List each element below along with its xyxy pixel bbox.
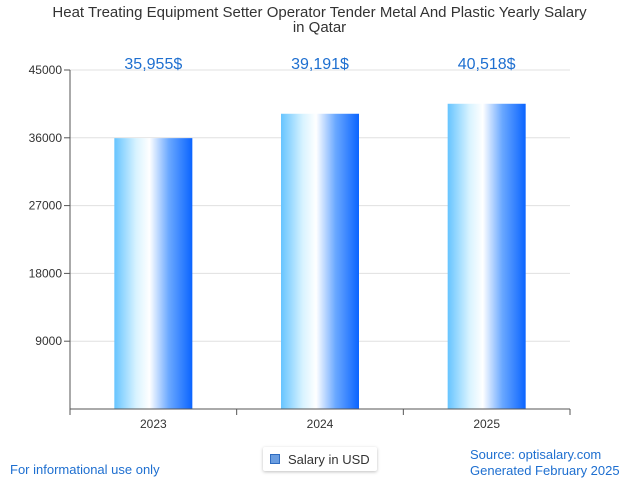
y-axis-ticks: 9000 18000 27000 36000 45000 bbox=[29, 63, 70, 348]
disclaimer-text: For informational use only bbox=[10, 462, 160, 477]
legend-swatch bbox=[270, 454, 280, 464]
bar-2025[interactable] bbox=[447, 103, 526, 409]
bars bbox=[114, 103, 526, 409]
y-tick-label: 18000 bbox=[29, 266, 63, 280]
x-axis-ticks: 2023 2024 2025 bbox=[69, 409, 571, 431]
data-label-2025: 40,518$ bbox=[458, 56, 516, 73]
source-text: Source: optisalary.com bbox=[470, 447, 602, 462]
y-tick-label: 27000 bbox=[29, 199, 63, 213]
bar-2023[interactable] bbox=[114, 138, 193, 409]
x-tick-label-2025: 2025 bbox=[473, 417, 500, 431]
data-label-2024: 39,191$ bbox=[291, 56, 349, 73]
chart-title-line-2: in Qatar bbox=[293, 19, 346, 36]
x-tick-label-2024: 2024 bbox=[307, 417, 334, 431]
data-labels: 35,955$ 39,191$ 40,518$ bbox=[124, 56, 515, 73]
data-label-2023: 35,955$ bbox=[124, 56, 182, 73]
footer-source-block: Source: optisalary.com Generated Februar… bbox=[470, 447, 620, 479]
chart-title-line-1: Heat Treating Equipment Setter Operator … bbox=[52, 4, 587, 21]
x-tick-label-2023: 2023 bbox=[140, 417, 167, 431]
legend-label: Salary in USD bbox=[288, 451, 370, 467]
y-tick-label: 36000 bbox=[29, 131, 63, 145]
y-tick-label: 9000 bbox=[35, 334, 62, 348]
y-tick-label: 45000 bbox=[29, 63, 63, 77]
chart-legend[interactable]: Salary in USD bbox=[263, 447, 377, 471]
generated-date-text: Generated February 2025 bbox=[470, 463, 620, 478]
bar-2024[interactable] bbox=[281, 113, 359, 409]
